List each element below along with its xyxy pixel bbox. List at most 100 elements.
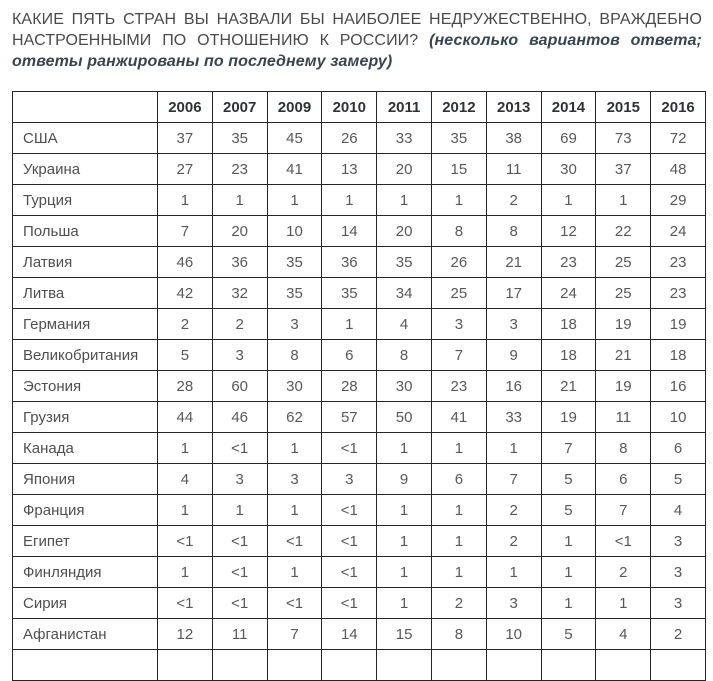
value-cell <box>430 649 487 681</box>
table-row: Сирия <1 <1 <1 <1 1 2 3 1 1 3 <box>12 587 706 619</box>
value-cell: 72 <box>650 122 706 154</box>
country-cell: Грузия <box>12 401 158 433</box>
value-cell: 8 <box>430 618 487 650</box>
table-row: Польша 7 20 10 14 20 8 8 12 22 24 <box>12 215 706 247</box>
value-cell: 27 <box>157 153 213 185</box>
table-row: Канада 1 <1 1 <1 1 1 1 7 8 6 <box>12 432 706 464</box>
value-cell <box>540 649 597 681</box>
year-header: 2016 <box>650 91 706 123</box>
poll-table: 2006 2007 2009 2010 2011 2012 2013 2014 2015 2016… <box>12 91 706 681</box>
value-cell: 28 <box>157 370 213 402</box>
value-cell: 4 <box>595 618 652 650</box>
value-cell: 12 <box>157 618 213 650</box>
question-title: КАКИЕ ПЯТЬ СТРАН ВЫ НАЗВАЛИ БЫ НАИБОЛЕЕ … <box>12 9 702 72</box>
value-cell: 1 <box>376 432 432 464</box>
value-cell: 37 <box>595 153 652 185</box>
country-cell: Япония <box>12 463 158 495</box>
value-cell: 48 <box>650 153 706 185</box>
value-cell: 8 <box>266 339 323 371</box>
country-cell: Турция <box>12 184 158 216</box>
table-row: США 37 35 45 26 33 35 38 69 73 72 <box>12 122 706 154</box>
value-cell: 1 <box>540 184 597 216</box>
value-cell: 4 <box>157 463 213 495</box>
year-header: 2015 <box>595 91 652 123</box>
value-cell: 25 <box>595 246 652 278</box>
value-cell: 23 <box>540 246 597 278</box>
value-cell: 8 <box>376 339 432 371</box>
value-cell: 17 <box>485 277 542 309</box>
value-cell: 1 <box>376 587 432 619</box>
value-cell: 20 <box>211 215 268 247</box>
value-cell: 15 <box>376 618 432 650</box>
value-cell: 1 <box>485 432 542 464</box>
value-cell: <1 <box>266 525 323 557</box>
value-cell: 21 <box>595 339 652 371</box>
value-cell: 1 <box>540 587 597 619</box>
year-header: 2007 <box>211 91 268 123</box>
value-cell: 8 <box>595 432 652 464</box>
year-header: 2010 <box>321 91 378 123</box>
value-cell: 1 <box>485 556 542 588</box>
value-cell <box>650 649 706 681</box>
value-cell: 1 <box>376 525 432 557</box>
value-cell: 36 <box>211 246 268 278</box>
corner-cell <box>12 91 158 123</box>
value-cell: 2 <box>485 184 542 216</box>
value-cell: <1 <box>157 587 213 619</box>
value-cell: 5 <box>540 494 597 526</box>
value-cell: 35 <box>321 277 378 309</box>
value-cell: 57 <box>321 401 378 433</box>
value-cell: 7 <box>266 618 323 650</box>
value-cell: <1 <box>321 587 378 619</box>
value-cell: 6 <box>595 463 652 495</box>
value-cell: 69 <box>540 122 597 154</box>
value-cell: 1 <box>266 184 323 216</box>
value-cell: 16 <box>485 370 542 402</box>
value-cell: 8 <box>485 215 542 247</box>
country-cell: Украина <box>12 153 158 185</box>
value-cell: 14 <box>321 618 378 650</box>
value-cell: 14 <box>321 215 378 247</box>
value-cell: 7 <box>157 215 213 247</box>
value-cell: 3 <box>430 308 487 340</box>
value-cell: 1 <box>376 556 432 588</box>
value-cell: 26 <box>430 246 487 278</box>
value-cell: 23 <box>650 246 706 278</box>
value-cell: 1 <box>430 525 487 557</box>
value-cell: 10 <box>266 215 323 247</box>
value-cell: <1 <box>321 494 378 526</box>
country-cell: Финляндия <box>12 556 158 588</box>
value-cell: <1 <box>266 587 323 619</box>
value-cell: 32 <box>211 277 268 309</box>
value-cell: 15 <box>430 153 487 185</box>
value-cell: 7 <box>595 494 652 526</box>
value-cell <box>157 649 213 681</box>
value-cell: 3 <box>485 587 542 619</box>
table-row: Великобритания 5 3 8 6 8 7 9 18 21 18 <box>12 339 706 371</box>
value-cell: <1 <box>211 587 268 619</box>
value-cell: 1 <box>595 184 652 216</box>
value-cell: 2 <box>485 494 542 526</box>
question-text: КАКИЕ ПЯТЬ СТРАН ВЫ НАЗВАЛИ БЫ НАИБОЛЕЕ … <box>12 11 702 49</box>
country-cell: Афганистан <box>12 618 158 650</box>
value-cell: 1 <box>430 432 487 464</box>
value-cell: 1 <box>430 184 487 216</box>
country-cell: Канада <box>12 432 158 464</box>
value-cell: 33 <box>376 122 432 154</box>
value-cell: 21 <box>540 370 597 402</box>
value-cell: 20 <box>376 153 432 185</box>
value-cell: 24 <box>650 215 706 247</box>
value-cell: 1 <box>157 184 213 216</box>
value-cell: 41 <box>430 401 487 433</box>
value-cell: 6 <box>430 463 487 495</box>
value-cell: 12 <box>540 215 597 247</box>
value-cell: 3 <box>650 556 706 588</box>
country-cell: Латвия <box>12 246 158 278</box>
value-cell: 1 <box>376 184 432 216</box>
value-cell: 3 <box>485 308 542 340</box>
value-cell: 37 <box>157 122 213 154</box>
value-cell: 1 <box>211 494 268 526</box>
value-cell: 3 <box>321 463 378 495</box>
year-header: 2006 <box>157 91 213 123</box>
value-cell: 1 <box>376 494 432 526</box>
